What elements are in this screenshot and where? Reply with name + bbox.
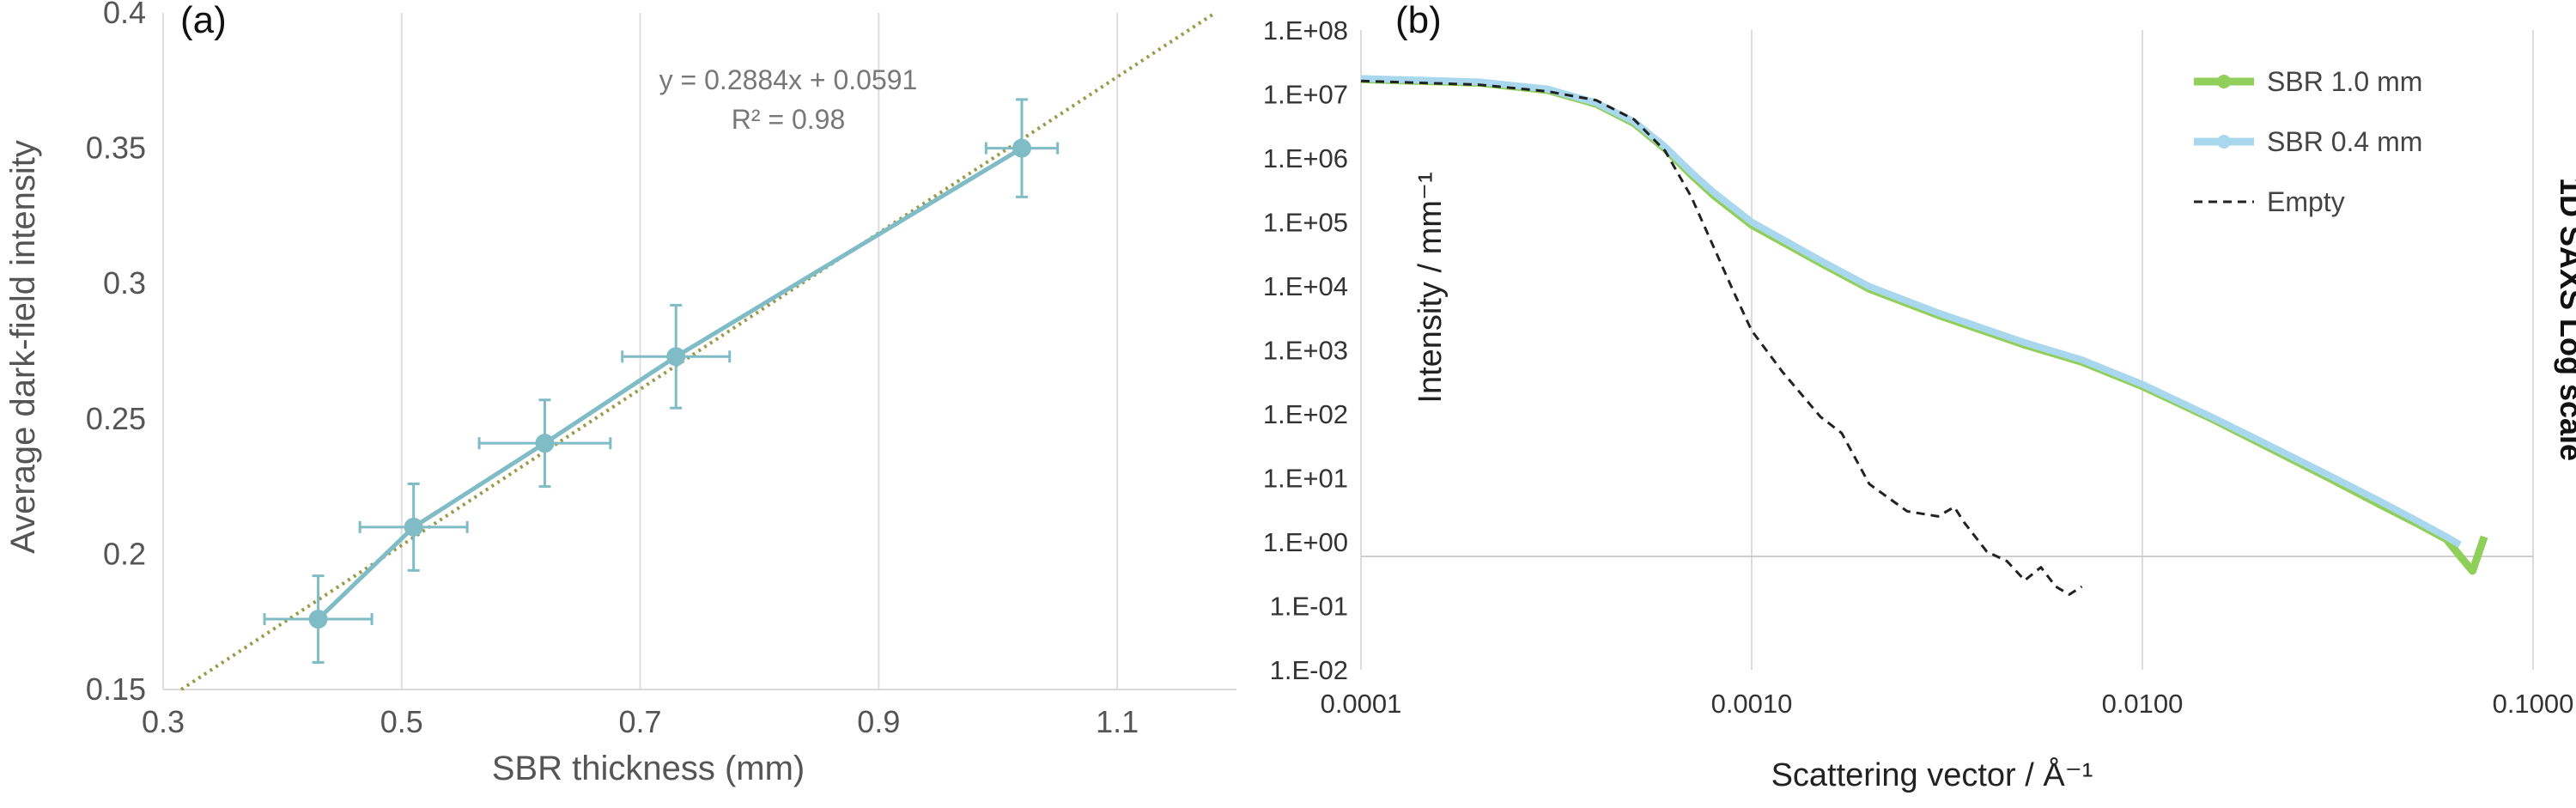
panel-b-y-axis-title: Intensity / mm⁻¹ bbox=[1413, 172, 1449, 403]
panel-b-y-tick-label: 1.E+01 bbox=[1263, 464, 1348, 494]
panel-a-dark-field-vs-thickness: 0.3 0.5 0.7 0.9 1.1 0.15 0.2 0.25 0.3 0.35 0.4 (a… bbox=[4, 0, 1236, 787]
panel-a-label: (a) bbox=[180, 0, 227, 41]
panel-b-y-tick-label: 1.E+05 bbox=[1263, 208, 1348, 238]
legend-marker bbox=[2217, 75, 2231, 88]
panel-b-legend: SBR 1.0 mm SBR 0.4 mm Empty bbox=[2194, 66, 2422, 217]
panel-b-x-tick-label: 0.0100 bbox=[2102, 689, 2184, 719]
panel-a-x-tick-label: 0.3 bbox=[142, 704, 185, 739]
panel-b-y-tick-label: 1.E+03 bbox=[1263, 336, 1348, 366]
panel-a-x-tick-label: 1.1 bbox=[1096, 704, 1139, 739]
panel-b-y-tick-label: 1.E+04 bbox=[1263, 271, 1348, 301]
panel-a-x-ticks: 0.3 0.5 0.7 0.9 1.1 bbox=[142, 704, 1139, 739]
panel-a-y-tick-label: 0.3 bbox=[103, 265, 146, 301]
panel-a-x-tick-label: 0.7 bbox=[619, 704, 662, 739]
panel-b-x-tick-label: 0.0001 bbox=[1321, 689, 1402, 719]
panel-a-x-tick-label: 0.9 bbox=[857, 704, 900, 739]
panel-a-y-tick-label: 0.35 bbox=[86, 131, 146, 166]
panel-b-y-tick-label: 1.E+02 bbox=[1263, 399, 1348, 429]
trendline-equation: y = 0.2884x + 0.0591 bbox=[659, 64, 918, 95]
panel-b-gridlines bbox=[1360, 30, 2534, 670]
panel-b-y-tick-label: 1.E+06 bbox=[1263, 143, 1348, 173]
panel-b-y-tick-label: 1.E-02 bbox=[1270, 655, 1348, 685]
panel-a-y-tick-label: 0.2 bbox=[103, 536, 146, 571]
panel-a-gridlines bbox=[162, 13, 1119, 690]
data-point bbox=[404, 517, 423, 537]
panel-b-x-tick-label: 0.0010 bbox=[1711, 689, 1793, 719]
data-point bbox=[666, 347, 686, 367]
panel-a-x-tick-label: 0.5 bbox=[380, 704, 423, 739]
panel-a-y-axis-title: Average dark-field intensity bbox=[4, 140, 42, 554]
panel-b-saxs-curves: 1.E-02 1.E-01 1.E+00 1.E+01 1.E+02 1.E+03 1.E+… bbox=[1263, 0, 2576, 793]
legend-label: SBR 1.0 mm bbox=[2267, 66, 2422, 97]
panel-a-trendline-layer bbox=[179, 11, 1217, 691]
panel-a-x-axis-title: SBR thickness (mm) bbox=[492, 750, 805, 787]
panel-b-series-layer bbox=[1360, 75, 2488, 596]
panel-b-y-tick-label: 1.E+07 bbox=[1263, 80, 1348, 110]
panel-a-y-tick-label: 0.15 bbox=[86, 671, 146, 707]
panel-b-x-axis-title: Scattering vector / Å⁻¹ bbox=[1771, 756, 2093, 793]
panel-a-y-tick-label: 0.25 bbox=[86, 401, 146, 436]
panel-a-linear-trendline bbox=[179, 11, 1217, 691]
panel-b-x-ticks: 0.0001 0.0010 0.0100 0.1000 bbox=[1321, 689, 2574, 719]
panel-a-y-tick-label: 0.4 bbox=[103, 0, 146, 30]
legend-marker bbox=[2217, 135, 2231, 149]
panel-b-series-empty bbox=[1360, 79, 2083, 596]
panel-b-y-ticks: 1.E-02 1.E-01 1.E+00 1.E+01 1.E+02 1.E+03 1.E+… bbox=[1263, 15, 1348, 685]
panel-b-y-tick-label: 1.E+08 bbox=[1263, 15, 1348, 46]
panel-a-series-line bbox=[316, 146, 1024, 621]
panel-b-y-tick-label: 1.E-01 bbox=[1270, 592, 1348, 622]
panel-a-series-layer bbox=[263, 98, 1060, 664]
trendline-r-squared: R² = 0.98 bbox=[732, 104, 846, 135]
panel-a-y-ticks: 0.15 0.2 0.25 0.3 0.35 0.4 bbox=[86, 0, 146, 707]
data-point bbox=[1012, 138, 1031, 158]
panel-b-side-title: 1D SAXS Log scale bbox=[2554, 178, 2576, 461]
data-point bbox=[535, 434, 555, 453]
data-point bbox=[308, 610, 328, 629]
panel-b-series-sbr-0-4mm bbox=[1360, 75, 2462, 548]
panel-b-label: (b) bbox=[1395, 0, 1442, 41]
panel-b-x-tick-label: 0.1000 bbox=[2493, 689, 2574, 719]
legend-label: SBR 0.4 mm bbox=[2267, 126, 2422, 157]
panel-b-y-tick-label: 1.E+00 bbox=[1263, 527, 1348, 557]
legend-label: Empty bbox=[2267, 186, 2345, 217]
